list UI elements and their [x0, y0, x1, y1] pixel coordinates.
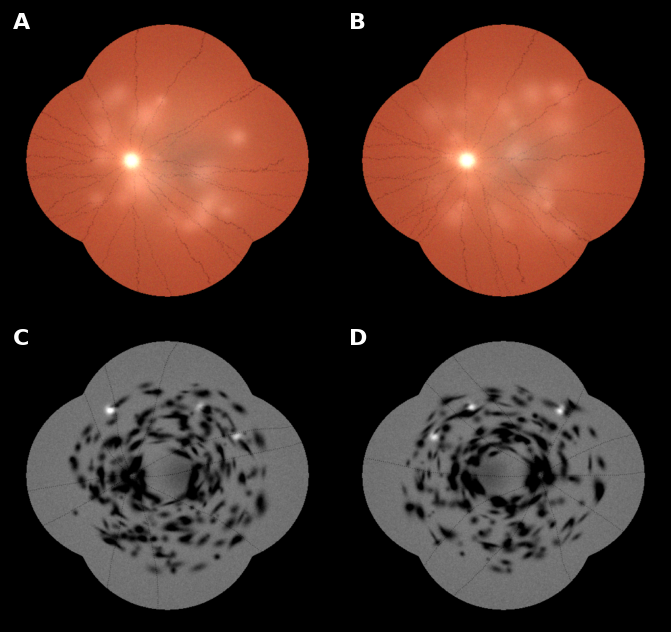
Text: C: C	[13, 329, 30, 348]
Text: B: B	[349, 13, 366, 33]
Text: A: A	[13, 13, 30, 33]
Text: D: D	[349, 329, 367, 348]
